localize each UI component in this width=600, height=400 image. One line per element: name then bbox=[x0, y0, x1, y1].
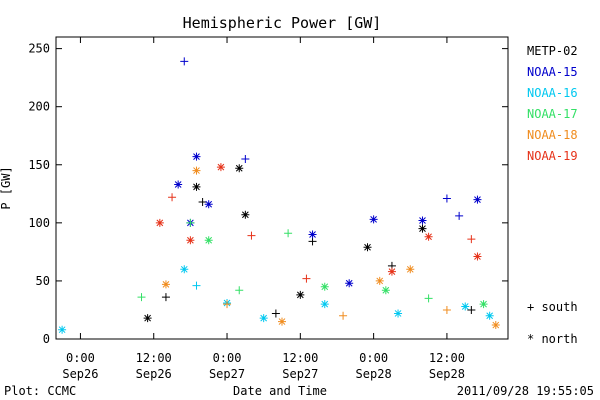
data-point-south bbox=[424, 294, 433, 303]
data-points bbox=[58, 57, 500, 334]
data-point-south bbox=[241, 154, 250, 163]
marker-legend-north: * north bbox=[527, 332, 578, 346]
x-tick-label: 12:00 bbox=[136, 351, 172, 365]
y-axis-ticks: 0 50 100 150 200 250 bbox=[28, 42, 508, 346]
y-tick-label: 250 bbox=[28, 42, 50, 56]
x-tick-date-label: Sep26 bbox=[62, 367, 98, 381]
data-point-south bbox=[467, 235, 476, 244]
data-point-north bbox=[479, 300, 488, 309]
data-point-north bbox=[241, 210, 250, 219]
data-point-north bbox=[278, 317, 286, 326]
marker-legend-south: + south bbox=[527, 300, 578, 314]
data-point-south bbox=[180, 57, 189, 66]
x-tick-label: 0:00 bbox=[359, 351, 388, 365]
data-point-north bbox=[418, 224, 427, 233]
data-point-north bbox=[192, 182, 201, 191]
data-point-north bbox=[394, 309, 403, 318]
chart-title: Hemispheric Power [GW] bbox=[183, 14, 382, 32]
data-point-north bbox=[174, 180, 183, 189]
data-point-south bbox=[247, 231, 256, 240]
y-axis-label: P [GW] bbox=[0, 166, 13, 209]
y-tick-label: 50 bbox=[36, 274, 50, 288]
data-point-north bbox=[143, 314, 152, 323]
data-point-north bbox=[180, 265, 189, 274]
data-point-north bbox=[204, 200, 213, 209]
data-point-north bbox=[155, 218, 164, 227]
data-point-south bbox=[284, 229, 293, 238]
data-point-south bbox=[168, 193, 177, 202]
data-point-south bbox=[186, 218, 195, 227]
data-point-north bbox=[296, 290, 305, 299]
data-point-south bbox=[161, 293, 170, 302]
data-point-south bbox=[442, 194, 451, 203]
data-point-north bbox=[369, 215, 378, 224]
x-tick-date-label: Sep28 bbox=[429, 367, 465, 381]
plot-frame bbox=[55, 36, 509, 340]
data-point-north bbox=[473, 252, 482, 261]
data-point-south bbox=[192, 281, 201, 290]
data-point-north bbox=[161, 280, 170, 289]
data-point-south bbox=[235, 286, 244, 295]
data-point-north bbox=[473, 195, 482, 204]
x-axis-ticks: 0:00 Sep26 12:00 Sep26 0:00 Sep27 12:00 Sep27 0:… bbox=[62, 37, 465, 381]
data-point-south bbox=[137, 293, 146, 302]
data-point-north bbox=[192, 152, 201, 161]
data-point-north bbox=[491, 321, 500, 330]
legend-item: NOAA-15 bbox=[527, 65, 578, 79]
data-point-south bbox=[198, 197, 207, 206]
legend-item: NOAA-17 bbox=[527, 107, 578, 121]
data-point-north bbox=[259, 314, 268, 323]
data-point-north bbox=[235, 164, 244, 173]
data-point-north bbox=[375, 276, 384, 285]
x-tick-label: 0:00 bbox=[213, 351, 242, 365]
footer-credit: Plot: CCMC bbox=[4, 384, 76, 398]
legend-item: NOAA-18 bbox=[527, 128, 578, 142]
x-tick-label: 0:00 bbox=[66, 351, 95, 365]
data-point-north bbox=[461, 302, 470, 311]
data-point-north bbox=[308, 230, 317, 239]
data-point-north bbox=[186, 236, 195, 245]
data-point-north bbox=[387, 267, 396, 276]
x-tick-date-label: Sep28 bbox=[356, 367, 392, 381]
data-point-north bbox=[204, 236, 213, 245]
data-point-north bbox=[424, 232, 433, 241]
data-point-north bbox=[58, 325, 67, 334]
y-tick-label: 100 bbox=[28, 216, 50, 230]
data-point-north bbox=[381, 286, 390, 295]
x-axis-label: Date and Time bbox=[233, 384, 327, 398]
data-point-south bbox=[302, 274, 311, 283]
y-tick-label: 150 bbox=[28, 158, 50, 172]
data-point-north bbox=[418, 216, 427, 225]
x-tick-label: 12:00 bbox=[282, 351, 318, 365]
legend-item: NOAA-19 bbox=[527, 149, 578, 163]
data-point-north bbox=[406, 265, 415, 274]
data-point-south bbox=[339, 311, 348, 320]
data-point-south bbox=[271, 309, 280, 318]
data-point-south bbox=[455, 211, 464, 220]
legend-item: NOAA-16 bbox=[527, 86, 578, 100]
x-tick-date-label: Sep26 bbox=[136, 367, 172, 381]
data-point-north bbox=[485, 311, 494, 320]
data-point-north bbox=[320, 282, 329, 291]
data-point-south bbox=[223, 300, 232, 309]
data-point-south bbox=[442, 305, 451, 314]
data-point-south bbox=[308, 237, 317, 246]
x-tick-date-label: Sep27 bbox=[282, 367, 318, 381]
footer-timestamp: 2011/09/28 19:55:05 bbox=[457, 384, 594, 398]
data-point-north bbox=[216, 163, 225, 172]
x-tick-label: 12:00 bbox=[429, 351, 465, 365]
y-tick-label: 200 bbox=[28, 100, 50, 114]
y-tick-label: 0 bbox=[43, 332, 50, 346]
data-point-north bbox=[192, 166, 201, 175]
data-point-north bbox=[345, 279, 354, 288]
legend-item: METP-02 bbox=[527, 44, 578, 58]
x-tick-date-label: Sep27 bbox=[209, 367, 245, 381]
data-point-north bbox=[363, 243, 372, 252]
data-point-north bbox=[320, 300, 329, 309]
data-point-south bbox=[467, 305, 476, 314]
legend: METP-02 NOAA-15 NOAA-16 NOAA-17 NOAA-18 NOAA-… bbox=[527, 44, 578, 163]
